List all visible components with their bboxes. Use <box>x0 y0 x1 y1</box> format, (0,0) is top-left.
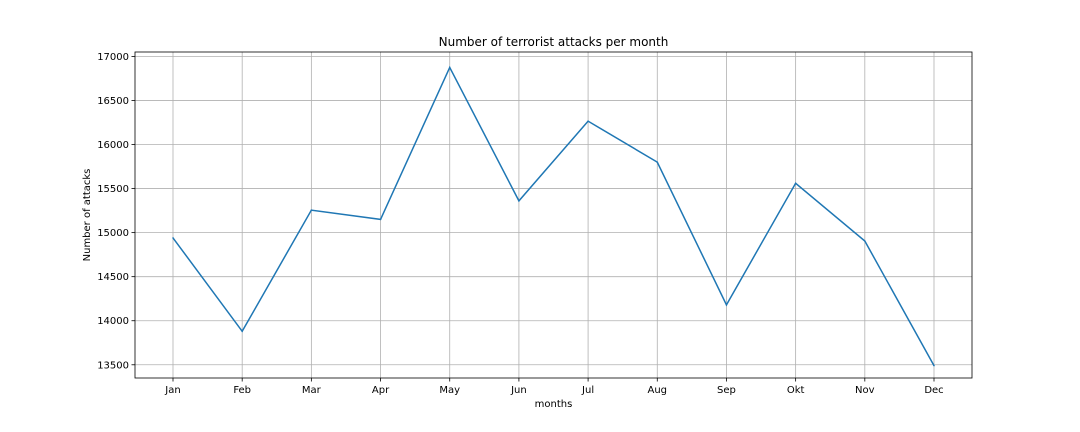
y-tick-label: 17000 <box>97 52 129 63</box>
x-tick-label: Jun <box>510 385 527 396</box>
data-point-may <box>448 66 451 69</box>
series-line <box>172 65 935 367</box>
y-tick-label: 13500 <box>97 360 129 371</box>
y-tick-label: 15000 <box>97 228 129 239</box>
series-layer <box>172 65 935 367</box>
x-tick-label: Mar <box>302 385 322 396</box>
x-tick-label: Sep <box>717 385 736 396</box>
x-tick-label: Dec <box>924 385 943 396</box>
y-tick-label: 14500 <box>97 272 129 283</box>
chart-title: Number of terrorist attacks per month <box>439 35 669 49</box>
data-point-jul <box>587 120 589 122</box>
x-tick-label: Feb <box>233 385 251 396</box>
x-tick-label: May <box>439 385 460 396</box>
data-point-okt <box>794 182 797 185</box>
data-point-nov <box>864 240 866 242</box>
grid <box>135 52 972 378</box>
x-tick-label: Aug <box>648 385 668 396</box>
axis-ticks: Jan Feb Mar Apr May Jun Jul Aug Sep Okt Nov Dec 1350… <box>97 52 943 396</box>
y-axis-label: Number of attacks <box>82 169 93 262</box>
data-point-jun <box>518 200 520 202</box>
y-tick-label: 16000 <box>97 140 129 151</box>
x-axis-label: months <box>535 399 573 410</box>
data-point-sep <box>725 304 728 306</box>
x-tick-label: Jan <box>164 385 180 396</box>
data-point-dec <box>933 364 935 367</box>
data-point-feb <box>241 330 243 333</box>
x-tick-label: Nov <box>855 385 875 396</box>
x-tick-label: Jul <box>581 385 594 396</box>
x-tick-label: Apr <box>372 385 390 396</box>
y-tick-label: 14000 <box>97 316 129 327</box>
data-point-apr <box>379 218 382 221</box>
y-tick-label: 15500 <box>97 184 129 195</box>
y-tick-label: 16500 <box>97 96 129 107</box>
x-tick-label: Okt <box>787 385 805 396</box>
data-point-aug <box>656 161 659 163</box>
data-point-mar <box>310 209 313 211</box>
data-point-jan <box>172 237 174 239</box>
plot-area-frame <box>134 51 973 379</box>
